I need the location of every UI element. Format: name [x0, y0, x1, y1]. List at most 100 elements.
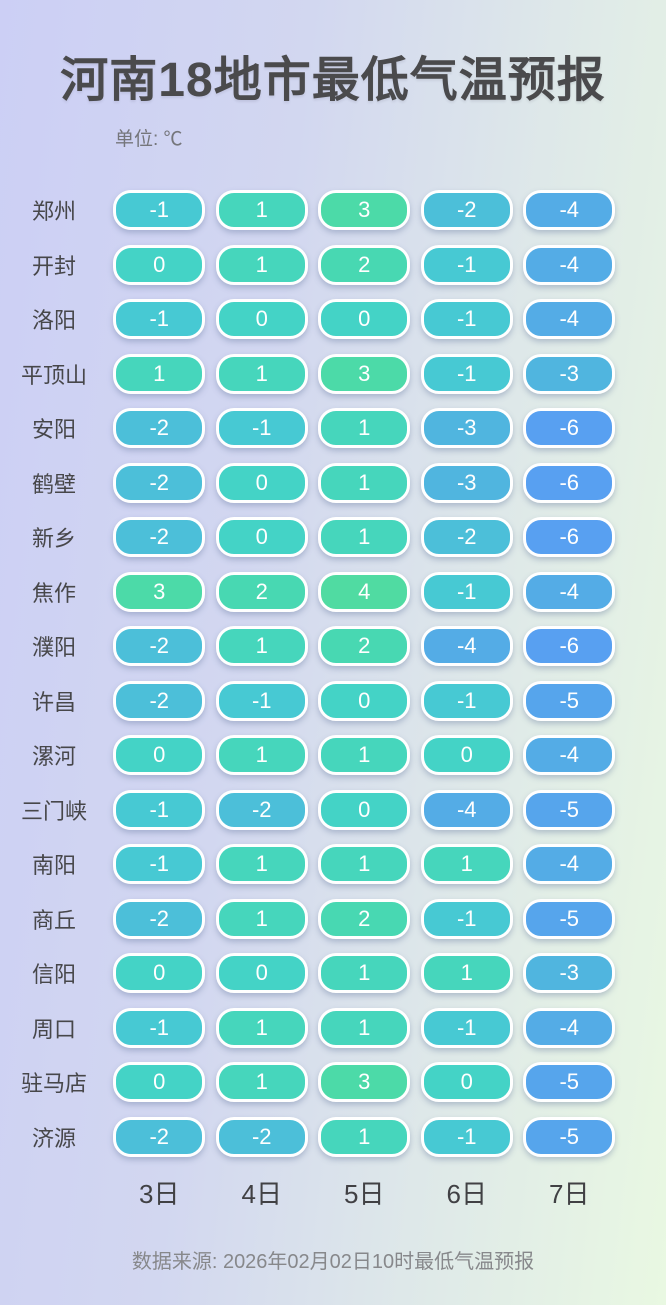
- temp-pill: 1: [215, 626, 308, 667]
- temp-pill: 4: [318, 571, 411, 612]
- city-label: 信阳: [31, 962, 76, 988]
- temp-pill: -3: [523, 353, 616, 394]
- temp-pill: -1: [420, 299, 513, 340]
- city-label: 南阳: [31, 853, 76, 879]
- temp-pill: 1: [215, 1007, 308, 1048]
- temp-cell: -1: [416, 571, 519, 612]
- temp-cell: -1: [416, 299, 519, 340]
- temp-cell: -2: [108, 517, 211, 558]
- temp-pill: 0: [113, 953, 206, 994]
- temp-pill: -2: [113, 626, 206, 667]
- temp-cell: -2: [416, 517, 519, 558]
- temp-pill: -1: [420, 244, 513, 285]
- temp-cell: -6: [518, 462, 621, 503]
- temp-pill: -1: [420, 571, 513, 612]
- temp-pill: 1: [318, 844, 411, 885]
- temp-pill: 1: [420, 953, 513, 994]
- temp-pill: -2: [215, 1116, 308, 1157]
- city-label: 漯河: [31, 744, 76, 770]
- temp-pill: -6: [523, 517, 616, 558]
- temp-cell: -1: [416, 353, 519, 394]
- temp-cell: -6: [518, 626, 621, 667]
- temp-pill: -2: [113, 517, 206, 558]
- temp-cell: 0: [313, 299, 416, 340]
- temp-cell: -6: [518, 517, 621, 558]
- unit-label: 单位: ℃: [115, 129, 183, 150]
- temp-cell: -2: [108, 626, 211, 667]
- temp-cell: -4: [518, 299, 621, 340]
- temp-pill: 1: [215, 898, 308, 939]
- table-row: 驻马店 0 1 3 0 -5: [0, 1055, 666, 1110]
- temp-pill: -6: [523, 462, 616, 503]
- temp-pill: -4: [420, 789, 513, 830]
- temp-cell: 1: [211, 898, 314, 939]
- table-row: 济源 -2 -2 1 -1 -5: [0, 1110, 666, 1165]
- temp-cell: 3: [313, 190, 416, 231]
- temp-cell: 1: [211, 244, 314, 285]
- temp-pill: -4: [523, 844, 616, 885]
- temp-cell: -5: [518, 898, 621, 939]
- temp-cell: 1: [313, 953, 416, 994]
- temp-cell: -1: [108, 1007, 211, 1048]
- temp-cell: -2: [108, 408, 211, 449]
- temp-cell: 0: [211, 299, 314, 340]
- temp-cell: 0: [211, 462, 314, 503]
- temp-pill: 0: [113, 244, 206, 285]
- temp-pill: 2: [215, 571, 308, 612]
- temp-cell: 1: [416, 953, 519, 994]
- temp-cell: -1: [416, 898, 519, 939]
- temp-cell: 1: [313, 517, 416, 558]
- temp-cell: 1: [313, 1007, 416, 1048]
- temp-pill: -4: [523, 244, 616, 285]
- temp-cell: 1: [211, 844, 314, 885]
- temp-cell: 1: [211, 1007, 314, 1048]
- temp-pill: -4: [523, 735, 616, 776]
- temp-cell: -2: [108, 1116, 211, 1157]
- table-row: 开封 0 1 2 -1 -4: [0, 238, 666, 293]
- table-row: 漯河 0 1 1 0 -4: [0, 728, 666, 783]
- temp-cell: 1: [211, 1062, 314, 1103]
- temp-pill: -5: [523, 898, 616, 939]
- date-header: 3日: [139, 1179, 180, 1209]
- temp-cell: 4: [313, 571, 416, 612]
- temp-pill: 1: [318, 1007, 411, 1048]
- temp-cell: 1: [313, 1116, 416, 1157]
- temp-pill: -4: [523, 299, 616, 340]
- city-label: 开封: [31, 253, 76, 279]
- temp-pill: 3: [318, 190, 411, 231]
- temp-pill: 3: [113, 571, 206, 612]
- temp-pill: 1: [318, 462, 411, 503]
- temp-pill: -1: [113, 844, 206, 885]
- temp-cell: -4: [518, 1007, 621, 1048]
- temp-cell: 3: [313, 1062, 416, 1103]
- temp-pill: -4: [523, 1007, 616, 1048]
- temp-cell: 1: [313, 408, 416, 449]
- temp-cell: -4: [518, 244, 621, 285]
- temp-cell: -1: [416, 244, 519, 285]
- temp-pill: 0: [215, 299, 308, 340]
- temp-pill: 0: [113, 735, 206, 776]
- temp-pill: 1: [215, 190, 308, 231]
- temp-pill: -1: [215, 408, 308, 449]
- temp-cell: -1: [108, 299, 211, 340]
- temp-cell: -4: [518, 190, 621, 231]
- temp-pill: 1: [318, 735, 411, 776]
- table-row: 新乡 -2 0 1 -2 -6: [0, 510, 666, 565]
- date-header: 5日: [344, 1179, 385, 1209]
- temp-pill: 1: [215, 353, 308, 394]
- city-label: 洛阳: [31, 308, 76, 334]
- temp-pill: 0: [318, 680, 411, 721]
- temp-cell: 1: [211, 735, 314, 776]
- temp-cell: 0: [416, 735, 519, 776]
- temp-pill: 0: [215, 517, 308, 558]
- temp-cell: 1: [211, 353, 314, 394]
- temp-cell: -2: [416, 190, 519, 231]
- temp-cell: 3: [313, 353, 416, 394]
- temp-cell: -5: [518, 680, 621, 721]
- temp-pill: -2: [113, 408, 206, 449]
- temp-pill: 1: [113, 353, 206, 394]
- temp-cell: -3: [518, 353, 621, 394]
- temp-pill: -1: [113, 190, 206, 231]
- city-label: 鹤壁: [31, 471, 76, 497]
